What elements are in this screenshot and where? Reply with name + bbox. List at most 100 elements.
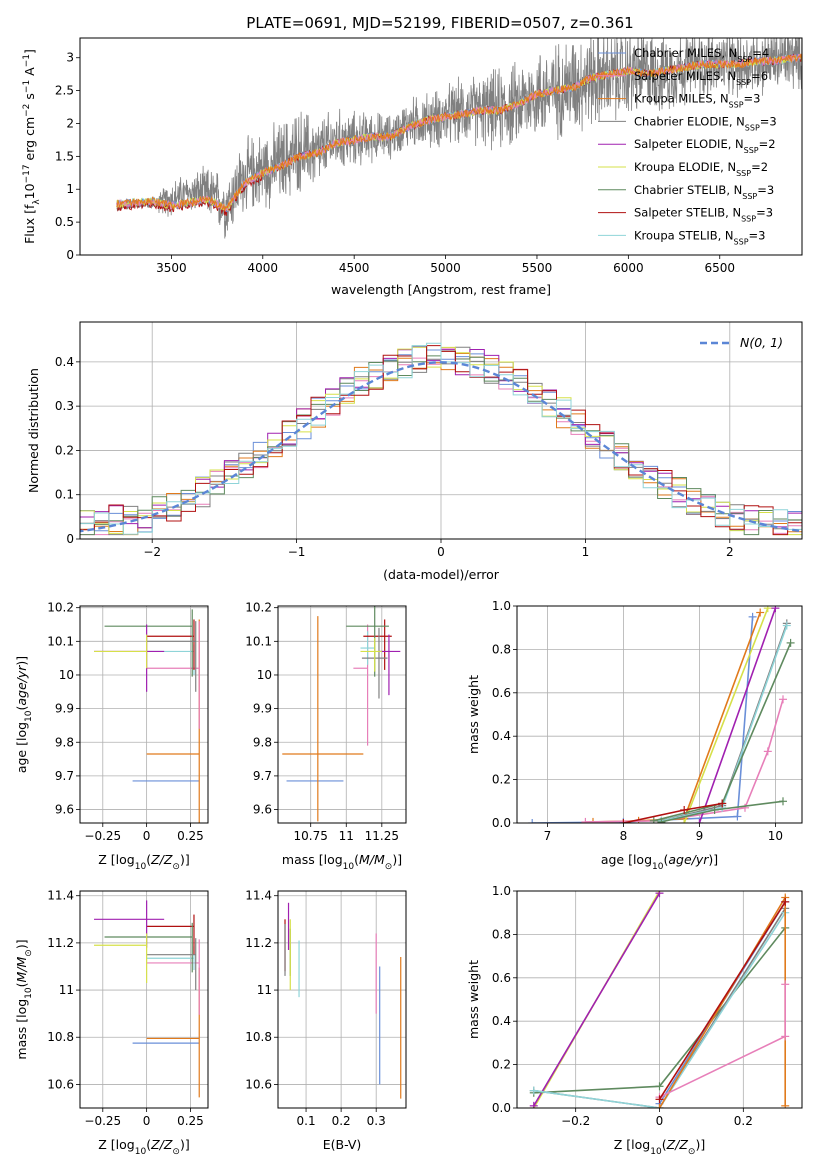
label-part: 10 <box>24 710 34 722</box>
label-part: mass [ <box>282 852 324 867</box>
label-part: ⊙ <box>172 1147 180 1157</box>
x-tick-label: 6500 <box>704 261 735 275</box>
legend-tail: =3 <box>760 114 777 128</box>
y-tick-label: 0.2 <box>492 773 511 787</box>
legend-text: Salpeter MILES, N <box>634 69 736 83</box>
y-axis-label: mass weight <box>466 675 481 754</box>
legend-tail: =3 <box>757 183 774 197</box>
label-part: )] <box>180 1137 190 1152</box>
legend-entry: Chabrier STELIB, NSSP=3 <box>634 183 774 201</box>
x-axis-label: E(B-V) <box>323 1137 362 1152</box>
label-part: log <box>14 722 29 741</box>
mass-weight-line <box>533 912 786 1108</box>
x-axis-label: mass [log10(M/M⊙)] <box>282 852 402 872</box>
x-tick-label: 4000 <box>248 261 279 275</box>
y-tick-label: 0.3 <box>55 399 74 413</box>
label-part: mass weight <box>466 960 481 1039</box>
y-tick-label: 0.4 <box>55 355 74 369</box>
label-part: log <box>116 852 135 867</box>
label-part: ( <box>146 1137 151 1152</box>
y-axis-label: Normed distribution <box>26 368 41 493</box>
x-tick-label: 11 <box>339 829 354 843</box>
label-part: E(B-V) <box>323 1137 362 1152</box>
x-tick-label: 3500 <box>156 261 187 275</box>
residuals-panel: −2 −1 0 1 2 0 0.1 0.2 0.3 0.4 (data-model)/error No… <box>26 321 803 582</box>
age-vs-mass-panel: 10.75 11 11.25 9.6 9.7 9.8 9.9 10 10.1 10.2 mass [… <box>245 601 407 872</box>
plot-area <box>94 900 200 1098</box>
label-part: log <box>14 999 29 1018</box>
x-tick-label: 0 <box>437 545 445 559</box>
legend-tail: =3 <box>744 92 761 106</box>
axes-frame <box>277 605 407 824</box>
label-part: wavelength [Angstrom, rest frame] <box>331 282 551 297</box>
legend-text: Kroupa MILES, N <box>634 92 729 106</box>
label-part: )] <box>392 852 402 867</box>
y-axis-label: mass [log10(M/M⊙)] <box>14 939 34 1059</box>
y-tick-label: 0.5 <box>55 215 74 229</box>
mass-weight-line <box>658 894 786 1108</box>
legend-sub: SSP <box>745 123 760 132</box>
legend-sub: SSP <box>736 77 751 86</box>
y-tick-label: 0.6 <box>492 971 511 985</box>
plot-area <box>94 609 200 823</box>
label-part: s <box>22 93 37 104</box>
mass-weight-line <box>661 625 788 822</box>
y-tick-label: 9.8 <box>253 735 272 749</box>
label-part: mass weight <box>466 675 481 754</box>
label-part: 10 <box>652 862 664 872</box>
legend-entry: Kroupa STELIB, NSSP=3 <box>634 228 765 246</box>
label-part: log <box>631 1137 650 1152</box>
label-part: mass [ <box>14 1018 29 1060</box>
label-part: age/yr <box>668 852 709 867</box>
legend-entry: Salpeter STELIB, NSSP=3 <box>634 206 773 224</box>
x-tick-label: 0.2 <box>734 1114 753 1128</box>
y-tick-label: 1 <box>66 182 74 196</box>
label-part: Flux [f <box>22 204 37 244</box>
label-part: M/M <box>14 956 29 982</box>
mass-weight-line <box>532 616 754 823</box>
label-part: )] <box>14 939 29 949</box>
legend-tail: =2 <box>751 160 768 174</box>
label-part: log <box>324 852 343 867</box>
legend-entry: Kroupa ELODIE, NSSP=2 <box>634 160 768 178</box>
label-part: ( <box>354 852 359 867</box>
label-part: 10 <box>24 987 34 999</box>
y-tick-label: 10.2 <box>47 601 74 615</box>
legend-text: Kroupa ELODIE, N <box>634 160 736 174</box>
y-tick-label: 10.1 <box>245 634 272 648</box>
label-part: ( <box>14 982 29 987</box>
y-tick-label: 0.4 <box>492 1014 511 1028</box>
axes-frame <box>516 605 803 824</box>
y-tick-label: 9.9 <box>55 702 74 716</box>
legend-sub: SSP <box>729 100 744 109</box>
label-part: ⊙ <box>24 949 34 957</box>
x-tick-label: 0 <box>143 829 151 843</box>
y-tick-label: 0 <box>66 248 74 262</box>
y-tick-label: 11.2 <box>47 936 74 950</box>
plot-area <box>528 606 795 823</box>
legend-text: Salpeter STELIB, N <box>634 206 741 220</box>
legend-text: Chabrier STELIB, N <box>634 183 742 197</box>
y-tick-label: 0.6 <box>492 686 511 700</box>
y-tick-label: 0.1 <box>55 488 74 502</box>
label-part: )] <box>14 656 29 666</box>
y-tick-label: 0.2 <box>55 443 74 457</box>
x-tick-label: 7 <box>544 829 552 843</box>
legend-tail: =2 <box>759 137 776 151</box>
axes-frame <box>79 605 209 824</box>
label-part: −1 <box>22 54 32 67</box>
label-part: log <box>633 852 652 867</box>
y-tick-label: 9.8 <box>55 735 74 749</box>
y-tick-label: 11.2 <box>245 936 272 950</box>
x-axis-label: Z [log10(Z/Z⊙)] <box>98 852 189 872</box>
legend-entry: N(0, 1) <box>740 335 783 350</box>
label-part: ⊙ <box>385 862 393 872</box>
y-tick-label: 11 <box>257 983 272 997</box>
legend-sub: SSP <box>737 55 752 64</box>
label-part: log <box>116 1137 135 1152</box>
label-part: 10 <box>22 183 37 199</box>
